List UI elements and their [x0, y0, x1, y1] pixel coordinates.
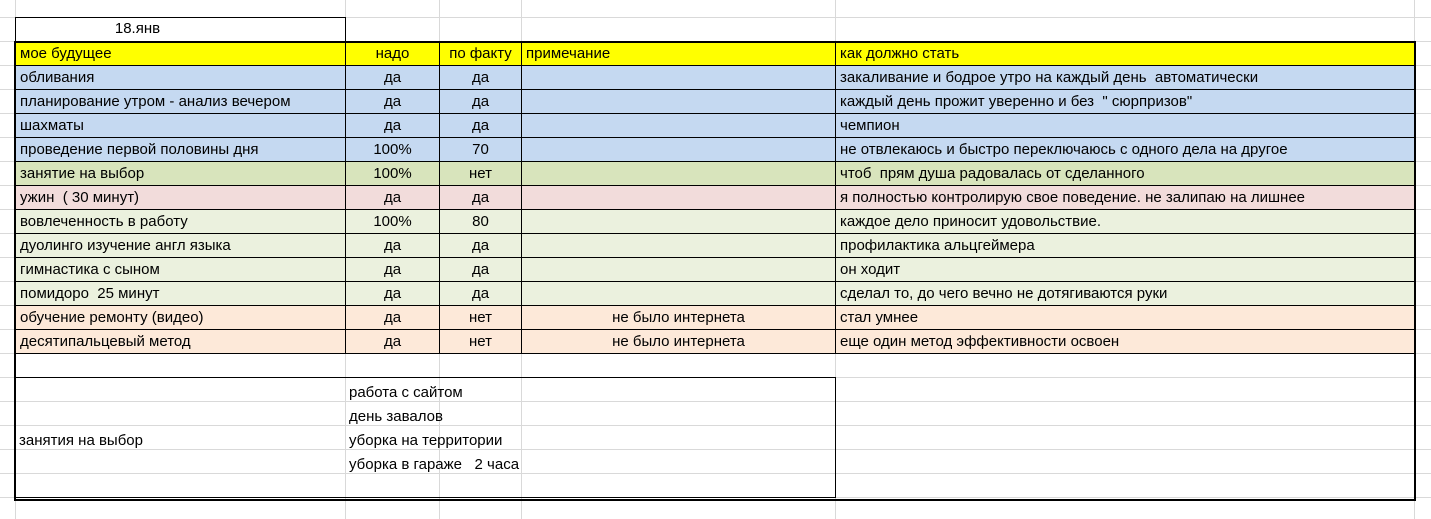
cell: да	[345, 233, 440, 258]
cell: нет	[439, 329, 522, 354]
cell: планирование утром - анализ вечером	[15, 89, 346, 114]
cell: гимнастика с сыном	[15, 257, 346, 282]
grid-line	[0, 449, 1431, 450]
cell: нет	[439, 305, 522, 330]
choice-item: день завалов	[349, 408, 443, 425]
cell: вовлеченность в работу	[15, 209, 346, 234]
cell: десятипальцевый метод	[15, 329, 346, 354]
choice-item: уборка в гараже 2 часа	[349, 456, 520, 473]
cell: да	[439, 185, 522, 210]
cell: закаливание и бодрое утро на каждый день…	[835, 65, 1415, 90]
cell: нет	[439, 161, 522, 186]
cell: не было интернета	[521, 329, 836, 354]
cell	[521, 185, 836, 210]
cell: каждый день прожит уверенно и без " сюрп…	[835, 89, 1415, 114]
cell: да	[345, 329, 440, 354]
choice-item: уборка на территории	[349, 432, 503, 449]
cell: да	[439, 89, 522, 114]
cell: 100%	[345, 209, 440, 234]
choices-label: занятия на выбор	[19, 432, 143, 449]
grid-line	[0, 425, 1431, 426]
cell: не отвлекаюсь и быстро переключаюсь с од…	[835, 137, 1415, 162]
cell: да	[439, 65, 522, 90]
cell: каждое дело приносит удовольствие.	[835, 209, 1415, 234]
cell: да	[345, 281, 440, 306]
cell: да	[439, 113, 522, 138]
cell: проведение первой половины дня	[15, 137, 346, 162]
cell: чтоб прям душа радовалась от сделанного	[835, 161, 1415, 186]
cell	[521, 233, 836, 258]
cell: еще один метод эффективности освоен	[835, 329, 1415, 354]
date: 18.янв	[114, 20, 161, 37]
grid-line	[0, 17, 1431, 18]
choice-item: работа с сайтом	[349, 384, 463, 401]
cell	[521, 209, 836, 234]
header-cell: по факту	[439, 41, 522, 66]
cell: обучение ремонту (видео)	[15, 305, 346, 330]
cell: помидоро 25 минут	[15, 281, 346, 306]
cell: он ходит	[835, 257, 1415, 282]
cell: 100%	[345, 137, 440, 162]
grid-line	[0, 473, 1431, 474]
cell	[521, 113, 836, 138]
table-border	[14, 41, 1416, 501]
grid-line	[0, 401, 1431, 402]
cell: сделал то, до чего вечно не дотягиваются…	[835, 281, 1415, 306]
